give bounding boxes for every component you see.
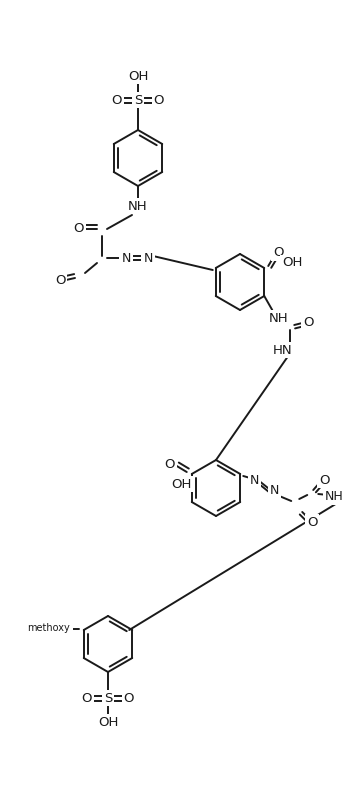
Text: N: N: [143, 252, 153, 264]
Text: methoxy: methoxy: [27, 623, 70, 633]
Text: S: S: [104, 692, 112, 704]
Text: O: O: [165, 458, 175, 470]
Text: NH: NH: [268, 311, 288, 325]
Text: NH: NH: [128, 200, 148, 213]
Text: O: O: [307, 516, 318, 529]
Text: HN: HN: [272, 344, 292, 357]
Text: OH: OH: [282, 256, 303, 270]
Text: N: N: [250, 474, 259, 486]
Text: O: O: [112, 93, 122, 107]
Text: S: S: [134, 93, 142, 107]
Text: O: O: [55, 274, 65, 287]
Text: O: O: [61, 622, 71, 634]
Text: O: O: [303, 317, 314, 330]
Text: OH: OH: [171, 478, 192, 490]
Text: O: O: [154, 93, 164, 107]
Text: O: O: [319, 474, 329, 486]
Text: OH: OH: [128, 69, 148, 83]
Text: O: O: [74, 223, 84, 236]
Text: OH: OH: [98, 716, 118, 728]
Text: N: N: [121, 252, 131, 264]
Text: O: O: [124, 692, 134, 704]
Text: N: N: [270, 485, 279, 498]
Text: O: O: [82, 692, 92, 704]
Text: O: O: [273, 247, 284, 259]
Text: NH: NH: [325, 490, 344, 504]
